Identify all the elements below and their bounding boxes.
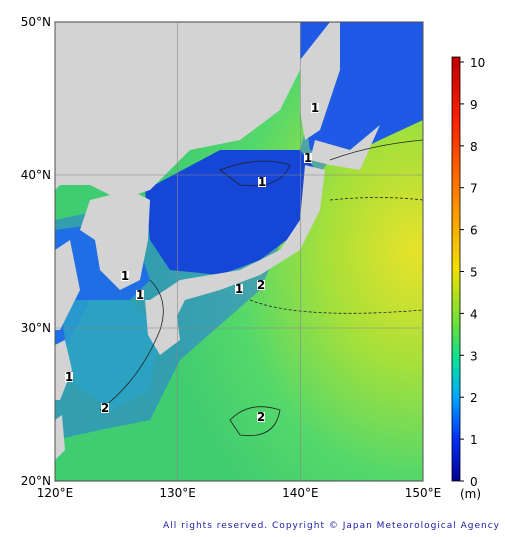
east-china-sea <box>60 300 160 410</box>
china-coast-2 <box>55 340 72 400</box>
contour-label-bg <box>258 177 266 187</box>
colorbar-label: 9 <box>470 98 478 112</box>
colorbar-label: 7 <box>470 182 478 196</box>
x-tick-label: 150°E <box>405 486 442 500</box>
contour-label: 1 <box>258 175 266 189</box>
hokkaido <box>310 125 380 170</box>
contour-label: 1 <box>121 269 129 283</box>
colorbar-unit: (m) <box>460 487 481 501</box>
contour-label-bg <box>121 271 129 281</box>
sea-of-japan <box>145 150 320 275</box>
contour-label: 2 <box>257 410 265 424</box>
colorbar-label: 10 <box>470 56 485 70</box>
taiwan <box>55 415 65 460</box>
colorbar-label: 3 <box>470 349 478 363</box>
contour-label-bg <box>136 290 144 300</box>
colorbar-label: 0 <box>470 475 478 489</box>
colorbar-label: 1 <box>470 433 478 447</box>
contour-label-bg <box>101 403 109 413</box>
contour-label-bg <box>257 412 265 422</box>
contour-label-bg <box>65 372 73 382</box>
korea <box>80 190 150 290</box>
colorbar-label: 6 <box>470 224 478 238</box>
y-tick-label: 50°N <box>21 15 51 29</box>
colorbar-label: 4 <box>470 307 478 321</box>
colorbar-label: 8 <box>470 140 478 154</box>
sakhalin <box>300 22 340 140</box>
y-tick-label: 20°N <box>21 474 51 488</box>
y-tick-label: 40°N <box>21 168 51 182</box>
china-coast <box>55 240 80 330</box>
colorbar <box>451 56 461 482</box>
map-area <box>55 22 423 481</box>
contour-label-bg <box>235 284 243 294</box>
contour-label: 1 <box>235 282 243 296</box>
colorbar-label: 2 <box>470 391 478 405</box>
contour-label-bg <box>257 280 265 290</box>
x-tick-label: 130°E <box>159 486 196 500</box>
contour-label-bg <box>311 103 319 113</box>
contour-label: 1 <box>65 370 73 384</box>
colorbar-label: 5 <box>470 266 478 280</box>
x-tick-label: 120°E <box>37 486 74 500</box>
contour-label: 2 <box>257 278 265 292</box>
contour-label-bg <box>304 153 312 163</box>
contour-label: 1 <box>311 101 319 115</box>
honshu <box>150 165 325 330</box>
y-tick-label: 30°N <box>21 321 51 335</box>
kyushu <box>145 300 180 355</box>
contour-label: 1 <box>136 288 144 302</box>
contour-label: 1 <box>304 151 312 165</box>
contours <box>99 139 423 437</box>
x-tick-label: 140°E <box>282 486 319 500</box>
contour-label: 2 <box>101 401 109 415</box>
copyright: All rights reserved. Copyright © Japan M… <box>163 521 500 531</box>
